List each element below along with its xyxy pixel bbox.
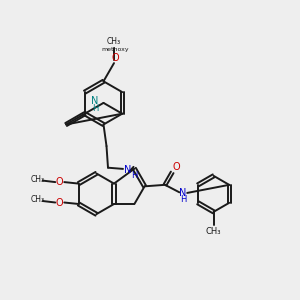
Text: CH₃: CH₃ [107,37,121,46]
Text: O: O [56,177,63,187]
Text: methoxy: methoxy [102,47,129,52]
Text: CH₃: CH₃ [31,195,45,204]
Text: H: H [92,104,98,113]
Text: H: H [180,195,186,204]
Text: O: O [112,53,119,63]
Text: CH₃: CH₃ [31,175,45,184]
Text: O: O [172,162,180,172]
Text: N: N [92,96,99,106]
Text: CH₃: CH₃ [206,227,221,236]
Text: O: O [56,197,63,208]
Text: H: H [131,171,137,180]
Text: N: N [179,188,187,198]
Text: N: N [124,165,131,175]
